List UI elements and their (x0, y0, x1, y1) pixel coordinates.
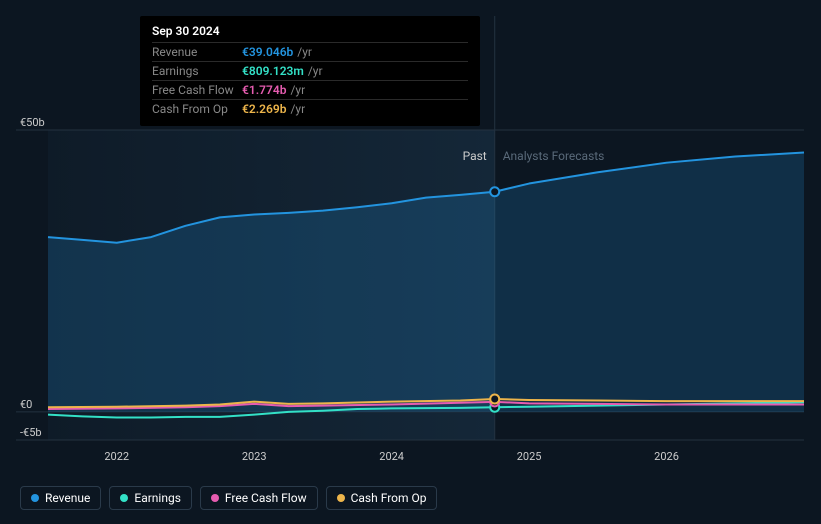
tooltip-unit: /yr (297, 45, 312, 59)
tooltip-row: Free Cash Flow€1.774b/yr (152, 80, 468, 99)
tooltip-label: Revenue (152, 45, 242, 59)
marker-revenue (490, 187, 499, 196)
legend-item-revenue[interactable]: Revenue (20, 486, 101, 510)
tooltip-label: Cash From Op (152, 102, 242, 116)
hover-tooltip: Sep 30 2024 Revenue€39.046b/yrEarnings€8… (140, 16, 480, 126)
legend-item-fcf[interactable]: Free Cash Flow (200, 486, 318, 510)
tooltip-unit: /yr (290, 83, 305, 97)
tooltip-value: €2.269b (242, 102, 286, 116)
y-axis-label: -€5b (20, 426, 42, 439)
financials-chart: -€5b €0 €50b 2022 2023 2024 2025 2026 Past Analys… (0, 0, 821, 524)
legend-swatch (337, 494, 345, 502)
tooltip-label: Earnings (152, 64, 242, 78)
legend-swatch (211, 494, 219, 502)
legend-label: Earnings (134, 491, 181, 505)
legend-swatch (120, 494, 128, 502)
tooltip-row: Revenue€39.046b/yr (152, 42, 468, 61)
tooltip-value: €1.774b (242, 83, 286, 97)
label-forecast: Analysts Forecasts (503, 149, 605, 163)
x-axis-label: 2023 (242, 450, 267, 463)
legend-swatch (31, 494, 39, 502)
x-axis-label: 2025 (517, 450, 542, 463)
tooltip-label: Free Cash Flow (152, 83, 242, 97)
x-axis-label: 2022 (104, 450, 129, 463)
x-axis-label: 2024 (379, 450, 404, 463)
legend-item-cfo[interactable]: Cash From Op (326, 486, 438, 510)
legend-label: Cash From Op (351, 491, 427, 505)
legend-item-earnings[interactable]: Earnings (109, 486, 192, 510)
tooltip-row: Cash From Op€2.269b/yr (152, 99, 468, 118)
legend-label: Revenue (45, 491, 90, 505)
tooltip-unit: /yr (308, 64, 323, 78)
tooltip-value: €39.046b (242, 45, 293, 59)
tooltip-row: Earnings€809.123m/yr (152, 61, 468, 80)
marker-cfo (490, 395, 499, 404)
label-past: Past (463, 149, 487, 163)
y-axis-label: €50b (20, 116, 45, 129)
tooltip-value: €809.123m (242, 64, 304, 78)
y-axis-label: €0 (20, 398, 32, 411)
x-axis-label: 2026 (654, 450, 679, 463)
tooltip-unit: /yr (290, 102, 305, 116)
chart-legend: Revenue Earnings Free Cash Flow Cash From O… (20, 486, 437, 510)
tooltip-date: Sep 30 2024 (152, 24, 468, 38)
legend-label: Free Cash Flow (225, 491, 307, 505)
